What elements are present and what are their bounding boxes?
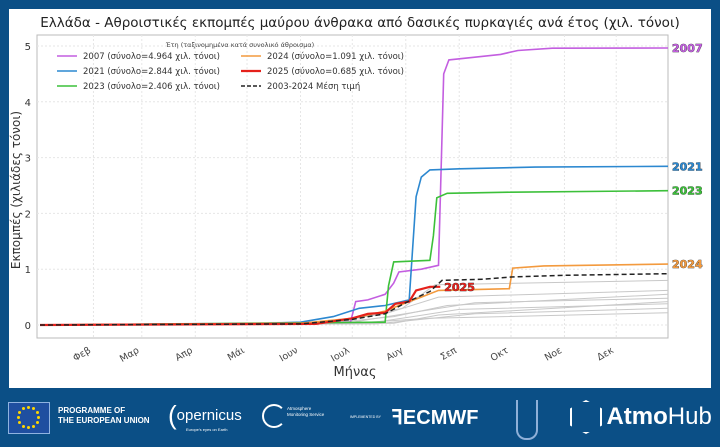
legend-entry: 2023 (σύνολο=2.406 χιλ. τόνοι): [83, 81, 220, 92]
y-tick-label: 3: [25, 154, 31, 165]
atmohub-logo: AtmoHub: [570, 400, 712, 434]
eu-star-icon: [22, 407, 25, 411]
legend-entry: 2007 (σύνολο=4.964 χιλ. τόνοι): [83, 51, 220, 62]
x-tick-label: Μαρ: [118, 345, 141, 365]
copernicus-logo: (opernicus Europe's eyes on Earth: [168, 400, 242, 432]
x-tick-label: Μάι: [226, 345, 247, 363]
series-line-2: [39, 189, 669, 326]
eu-star-icon: [18, 421, 22, 424]
legend-entry: 2025 (σύνολο=0.685 χιλ. τόνοι): [267, 66, 404, 77]
atmohub-bold: Atmo: [606, 403, 668, 430]
eu-star-icon: [17, 416, 20, 419]
series-end-label: 2007: [672, 42, 703, 55]
ecmwf-logo: IMPLEMENTED BY ꟻECMWF: [350, 405, 478, 430]
series-end-label: 2021: [672, 160, 703, 173]
x-tick-label: Φεβ: [71, 345, 93, 364]
series-line-4: [39, 285, 441, 327]
series-end-label: 2023: [672, 185, 703, 198]
eu-text-line1: PROGRAMME OF: [58, 406, 126, 415]
eu-flag-icon: [8, 402, 50, 434]
cams-icon: [262, 404, 286, 428]
ecmwf-text: ꟻECMWF: [391, 407, 479, 429]
legend-entry: 2021 (σύνολο=2.844 χιλ. τόνοι): [83, 66, 220, 77]
legend-title: Έτη (ταξινομημένα κατά συνολικό άθροισμα…: [165, 41, 314, 49]
y-tick-label: 1: [25, 265, 31, 276]
x-tick-label: Οκτ: [489, 345, 511, 364]
eu-star-icon: [35, 411, 39, 414]
legend-entry: 2024 (σύνολο=1.091 χιλ. τόνοι): [267, 51, 404, 62]
x-tick-label: Αυγ: [384, 345, 405, 364]
x-tick-label: Δεκ: [595, 345, 616, 363]
x-tick-label: Νοε: [543, 345, 564, 364]
series-end-label: 2025: [444, 281, 475, 294]
y-tick-label: 2: [25, 209, 31, 220]
eu-star-icon: [32, 424, 35, 428]
y-tick-label: 4: [25, 98, 31, 109]
eu-star-icon: [22, 424, 25, 428]
cams-line1: Atmosphere: [287, 406, 312, 411]
x-axis-label: Μήνας: [334, 365, 377, 380]
footer-logos: PROGRAMME OF THE EUROPEAN UNION (opernicu…: [0, 392, 720, 447]
atmohub-hex-icon: [570, 400, 602, 434]
legend-entry: 2003-2024 Μέση τιμή: [267, 81, 360, 92]
institute-logo-icon: [516, 400, 538, 440]
eu-star-icon: [35, 421, 39, 424]
x-tick-label: Σεπ: [439, 345, 459, 363]
chart-title: Ελλάδα - Αθροιστικές εκπομπές μαύρου άνθ…: [40, 15, 680, 31]
copernicus-text: opernicus: [176, 407, 242, 424]
x-tick-label: Ιουν: [278, 345, 300, 364]
copernicus-sub: Europe's eyes on Earth: [186, 427, 228, 432]
x-tick-label: Απρ: [173, 345, 194, 364]
eu-programme-text: PROGRAMME OF THE EUROPEAN UNION: [58, 406, 150, 426]
series-line-5: [39, 272, 669, 326]
atmohub-light: Hub: [667, 403, 712, 430]
eu-text-line2: THE EUROPEAN UNION: [58, 416, 150, 425]
y-tick-label: 5: [25, 42, 31, 53]
eu-star-icon: [32, 407, 35, 411]
eu-star-icon: [18, 411, 22, 414]
eu-star-icon: [27, 406, 30, 409]
x-tick-label: Ιουλ: [329, 345, 352, 365]
eu-star-icon: [37, 416, 40, 419]
copernicus-c-icon: (: [168, 400, 177, 430]
series-end-label: 2024: [672, 258, 703, 271]
cams-line2: Monitoring Service: [287, 412, 325, 417]
eu-star-icon: [27, 426, 30, 429]
y-tick-label: 0: [25, 321, 31, 332]
implemented-by-text: IMPLEMENTED BY: [350, 415, 381, 419]
series-line-0: [39, 47, 669, 326]
y-axis-label: Εκπομπές (χιλιάδες τόνοι): [9, 111, 23, 269]
